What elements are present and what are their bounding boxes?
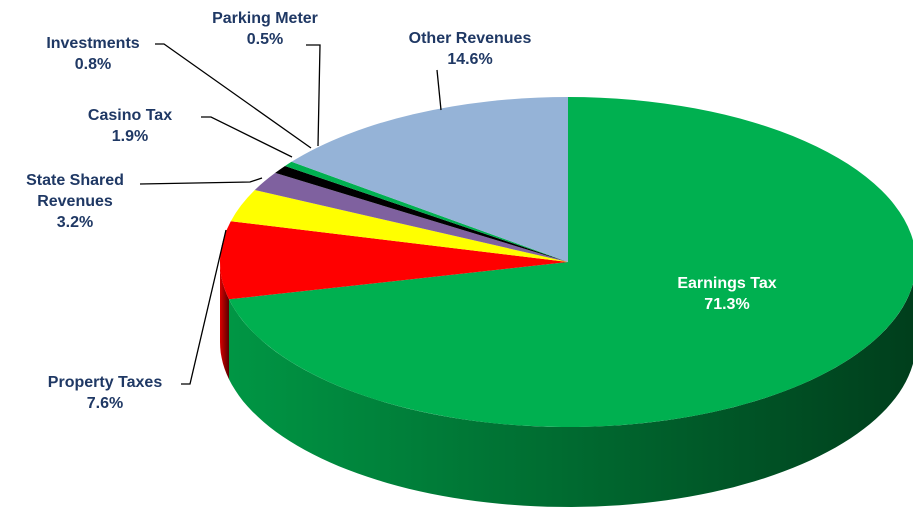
slice-name: State Shared Revenues <box>26 172 124 210</box>
slice-label: Parking Meter 0.5% <box>212 8 318 50</box>
leader-line <box>155 43 312 149</box>
leader-line <box>306 44 321 147</box>
slice-label: Property Taxes 7.6% <box>48 372 162 414</box>
slice-side <box>229 283 913 507</box>
slice-value: 71.3% <box>704 296 750 313</box>
slice-label: State Shared Revenues 3.2% <box>10 170 140 233</box>
slice-side <box>220 262 229 380</box>
slice-label: Other Revenues 14.6% <box>409 28 532 70</box>
pie-sides <box>220 262 913 507</box>
slice-label: Earnings Tax 71.3% <box>677 273 776 315</box>
slice-name: Casino Tax <box>87 107 173 124</box>
slice-label: Investments 0.8% <box>46 33 139 75</box>
slice-name: Parking Meter <box>212 10 318 27</box>
slice-name: Property Taxes <box>47 374 163 391</box>
slice <box>219 221 568 300</box>
slice-value: 1.9% <box>111 128 149 145</box>
slice-name: Other Revenues <box>408 30 532 47</box>
slice <box>291 96 568 262</box>
slice <box>230 190 569 262</box>
slice-value: 7.6% <box>86 395 124 412</box>
leader-lines <box>139 43 442 385</box>
slice-label: Casino Tax 1.9% <box>88 105 172 147</box>
slice <box>229 97 913 427</box>
leader-line <box>201 116 293 158</box>
slice-value: 0.8% <box>74 56 112 73</box>
slice-value: 3.2% <box>56 214 94 231</box>
leader-line <box>181 229 227 385</box>
slice-value: 14.6% <box>447 51 493 68</box>
slice-name: Investments <box>46 35 140 52</box>
pie-tops <box>219 96 913 427</box>
slice-name: Earnings Tax <box>677 275 777 292</box>
slice-value: 0.5% <box>246 31 284 48</box>
slice <box>275 166 568 262</box>
leader-line <box>436 69 442 111</box>
slice <box>285 161 568 262</box>
leader-line <box>139 177 263 185</box>
slice <box>254 172 569 262</box>
